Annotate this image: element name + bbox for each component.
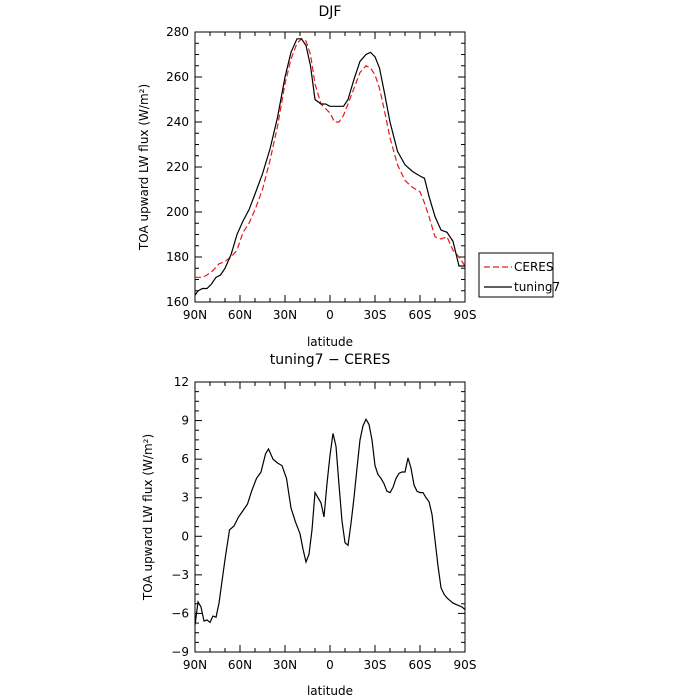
bottom-y-axis-title: TOA upward LW flux (W/m²) xyxy=(141,434,155,601)
bottom-series-group xyxy=(194,418,466,626)
top-y-tick-label: 280 xyxy=(166,25,189,39)
top-x-tick-label: 30N xyxy=(273,308,297,322)
top-y-tick-label: 200 xyxy=(166,205,189,219)
top-y-tick-label: 240 xyxy=(166,115,189,129)
bottom-y-tick-label: 0 xyxy=(181,529,189,543)
top-y-tick-label: 220 xyxy=(166,160,189,174)
bottom-panel-title: tuning7 − CERES xyxy=(270,352,391,368)
top-plot-frame xyxy=(194,31,466,303)
bottom-y-tick-label: −3 xyxy=(171,568,189,582)
legend: CERES tuning7 xyxy=(478,252,560,298)
bottom-x-tick-label: 60S xyxy=(409,658,432,672)
top-y-tick-label: 260 xyxy=(166,70,189,84)
top-x-tick-label: 30S xyxy=(364,308,387,322)
legend-label-ceres: CERES xyxy=(514,260,554,274)
bottom-x-tick-label: 60N xyxy=(228,658,252,672)
bottom-x-tick-label: 90S xyxy=(454,658,477,672)
bottom-y-tick-label: 3 xyxy=(181,491,189,505)
top-y-axis-title: TOA upward LW flux (W/m²) xyxy=(137,84,151,251)
top-series-group xyxy=(194,38,466,296)
top-panel: DJF 90N 60N 30N 0 30S 60S 90S 160 180 200 220 240 26… xyxy=(137,4,476,349)
top-axis-ticks: 90N 60N 30N 0 30S 60S 90S 160 180 200 220 240 260 280 xyxy=(166,25,476,322)
bottom-y-tick-label: −6 xyxy=(171,606,189,620)
top-series-tuning7-line xyxy=(194,38,465,296)
bottom-y-tick-label: −9 xyxy=(171,645,189,659)
bottom-y-tick-label: 9 xyxy=(181,414,189,428)
bottom-axis-ticks: 90N 60N 30N 0 30S 60S 90S −9 −6 −3 0 3 6 9 12 xyxy=(171,375,476,672)
top-panel-title: DJF xyxy=(319,4,342,20)
bottom-x-tick-label: 90N xyxy=(183,658,207,672)
top-x-tick-label: 90N xyxy=(183,308,207,322)
top-x-tick-label: 60N xyxy=(228,308,252,322)
top-y-tick-label: 180 xyxy=(166,250,189,264)
top-x-tick-label: 0 xyxy=(326,308,334,322)
legend-label-tuning7: tuning7 xyxy=(514,280,560,294)
bottom-series-difference-line xyxy=(194,418,466,626)
bottom-x-tick-label: 30S xyxy=(364,658,387,672)
bottom-x-tick-label: 0 xyxy=(326,658,334,672)
top-x-tick-label: 60S xyxy=(409,308,432,322)
bottom-x-axis-title: latitude xyxy=(307,684,353,698)
bottom-panel: tuning7 − CERES 90N 60N 30N 0 30S 60S 90S −9 −6 −… xyxy=(141,352,476,698)
bottom-y-tick-label: 6 xyxy=(181,452,189,466)
top-x-tick-label: 90S xyxy=(454,308,477,322)
top-x-axis-title: latitude xyxy=(307,335,353,349)
bottom-y-tick-label: 12 xyxy=(174,375,189,389)
top-y-tick-label: 160 xyxy=(166,295,189,309)
bottom-plot-frame xyxy=(194,381,466,653)
top-series-ceres-line xyxy=(195,38,466,278)
legend-box xyxy=(478,252,554,298)
bottom-x-tick-label: 30N xyxy=(273,658,297,672)
